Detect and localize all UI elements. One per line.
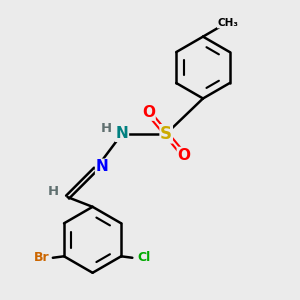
Text: CH₃: CH₃ [218,18,239,28]
Text: H: H [100,122,111,135]
Text: O: O [142,105,155,120]
Text: H: H [48,185,59,198]
Text: Cl: Cl [137,251,151,264]
Text: S: S [160,125,172,143]
Text: Br: Br [34,251,50,264]
Text: N: N [96,159,108,174]
Text: O: O [177,148,190,163]
Text: N: N [116,126,128,141]
